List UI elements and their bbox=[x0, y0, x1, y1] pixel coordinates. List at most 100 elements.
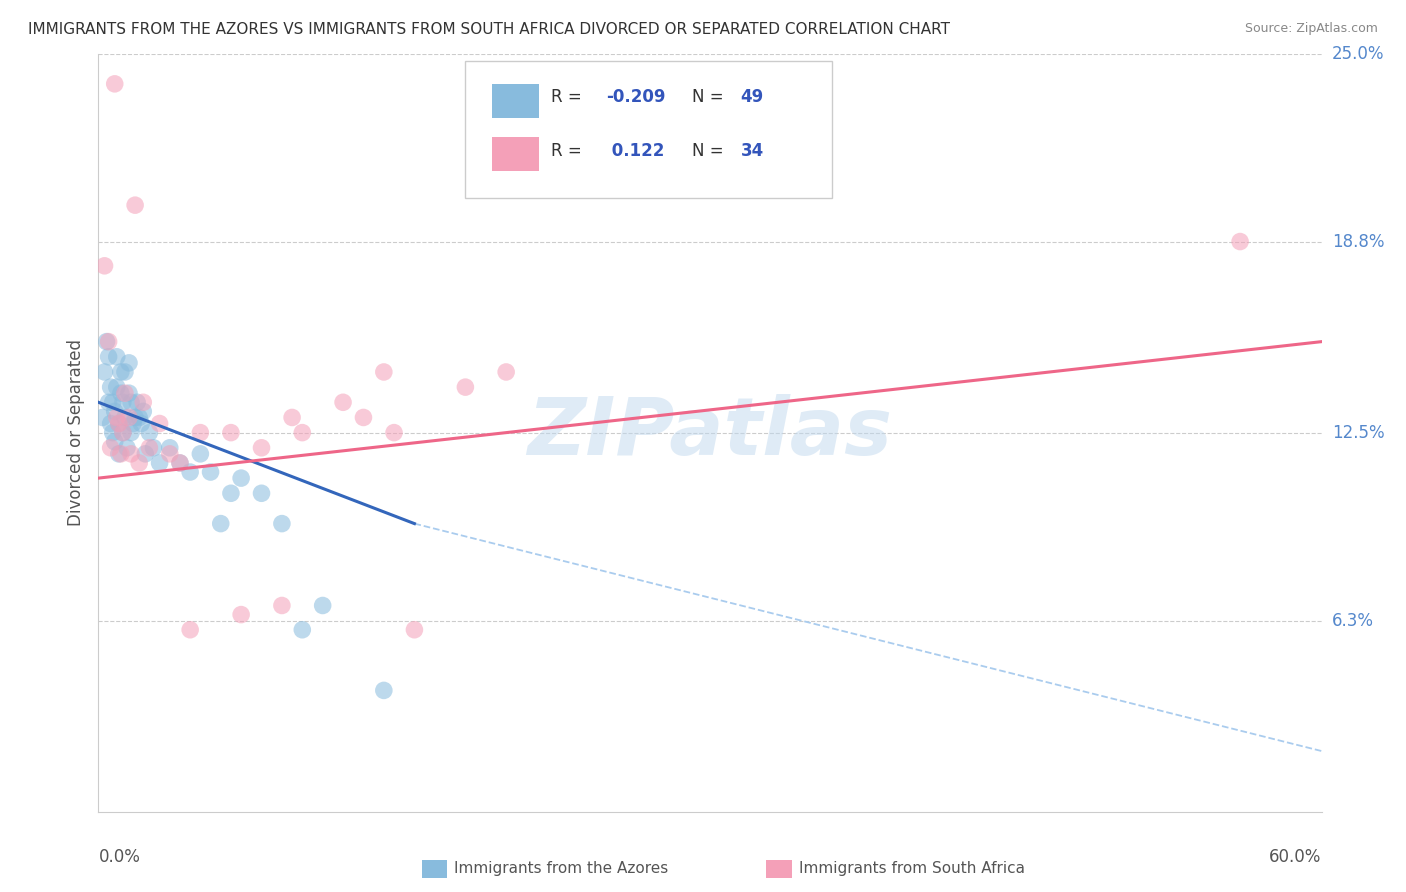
Text: Source: ZipAtlas.com: Source: ZipAtlas.com bbox=[1244, 22, 1378, 36]
Point bbox=[200, 465, 222, 479]
Point bbox=[250, 441, 273, 455]
Point bbox=[1229, 235, 1251, 249]
Point bbox=[128, 410, 150, 425]
Point bbox=[454, 380, 477, 394]
Point bbox=[91, 410, 114, 425]
Point bbox=[118, 410, 141, 425]
Text: N =: N = bbox=[692, 88, 728, 106]
Point bbox=[97, 350, 120, 364]
Point bbox=[104, 77, 127, 91]
Text: R =: R = bbox=[551, 142, 588, 160]
Point bbox=[404, 623, 426, 637]
Point bbox=[96, 334, 118, 349]
Point bbox=[231, 607, 253, 622]
Text: Immigrants from the Azores: Immigrants from the Azores bbox=[454, 862, 668, 876]
Point bbox=[124, 198, 146, 212]
Text: 0.122: 0.122 bbox=[606, 142, 665, 160]
Point bbox=[100, 417, 122, 431]
Point bbox=[159, 447, 181, 461]
Point bbox=[138, 441, 160, 455]
Text: 34: 34 bbox=[741, 142, 763, 160]
Point bbox=[128, 456, 150, 470]
Point bbox=[110, 447, 132, 461]
Bar bbox=[492, 137, 538, 171]
Point bbox=[111, 395, 134, 409]
Point bbox=[332, 395, 354, 409]
Point bbox=[111, 425, 134, 440]
Point bbox=[105, 380, 128, 394]
Point bbox=[138, 425, 160, 440]
Point bbox=[115, 441, 138, 455]
Point bbox=[142, 441, 165, 455]
Point bbox=[118, 386, 141, 401]
Point bbox=[281, 410, 304, 425]
Point bbox=[122, 417, 145, 431]
Point bbox=[97, 395, 120, 409]
Point bbox=[188, 447, 212, 461]
Text: 49: 49 bbox=[741, 88, 763, 106]
Point bbox=[382, 425, 405, 440]
Text: R =: R = bbox=[551, 88, 588, 106]
Y-axis label: Divorced or Separated: Divorced or Separated bbox=[66, 339, 84, 526]
Point bbox=[105, 350, 128, 364]
Point bbox=[132, 404, 155, 418]
Point bbox=[101, 395, 124, 409]
Point bbox=[108, 447, 131, 461]
Text: ZIPatlas: ZIPatlas bbox=[527, 393, 893, 472]
Point bbox=[105, 410, 128, 425]
Point bbox=[110, 365, 132, 379]
Bar bbox=[492, 84, 538, 118]
Text: 60.0%: 60.0% bbox=[1270, 848, 1322, 866]
Point bbox=[127, 395, 149, 409]
Point bbox=[101, 425, 124, 440]
Point bbox=[495, 365, 517, 379]
Point bbox=[188, 425, 212, 440]
Point bbox=[169, 456, 191, 470]
Point bbox=[111, 425, 134, 440]
Point bbox=[373, 365, 395, 379]
Text: IMMIGRANTS FROM THE AZORES VS IMMIGRANTS FROM SOUTH AFRICA DIVORCED OR SEPARATED: IMMIGRANTS FROM THE AZORES VS IMMIGRANTS… bbox=[28, 22, 950, 37]
Point bbox=[93, 259, 115, 273]
Point bbox=[118, 356, 141, 370]
Point bbox=[120, 425, 142, 440]
Point bbox=[179, 623, 201, 637]
Point bbox=[100, 380, 122, 394]
Point bbox=[312, 599, 335, 613]
Text: 0.0%: 0.0% bbox=[98, 848, 141, 866]
Point bbox=[108, 417, 131, 431]
Point bbox=[291, 425, 314, 440]
Text: Immigrants from South Africa: Immigrants from South Africa bbox=[799, 862, 1025, 876]
Text: -0.209: -0.209 bbox=[606, 88, 665, 106]
Point bbox=[134, 447, 156, 461]
Point bbox=[120, 447, 142, 461]
Point bbox=[270, 516, 294, 531]
FancyBboxPatch shape bbox=[465, 62, 832, 198]
Point bbox=[209, 516, 232, 531]
Point bbox=[93, 365, 115, 379]
Point bbox=[270, 599, 294, 613]
Point bbox=[124, 410, 146, 425]
Point bbox=[120, 395, 142, 409]
Point bbox=[149, 417, 172, 431]
Text: 18.8%: 18.8% bbox=[1331, 233, 1385, 251]
Point bbox=[250, 486, 273, 500]
Point bbox=[97, 334, 120, 349]
Point bbox=[129, 417, 152, 431]
Point bbox=[291, 623, 314, 637]
Text: 6.3%: 6.3% bbox=[1331, 612, 1374, 630]
Point bbox=[114, 386, 136, 401]
Point bbox=[108, 417, 131, 431]
Point bbox=[219, 425, 242, 440]
Text: 12.5%: 12.5% bbox=[1331, 424, 1385, 442]
Point bbox=[179, 465, 201, 479]
Point bbox=[114, 365, 136, 379]
Point bbox=[219, 486, 242, 500]
Point bbox=[373, 683, 395, 698]
Point bbox=[159, 441, 181, 455]
Point bbox=[149, 456, 172, 470]
Point bbox=[110, 386, 132, 401]
Point bbox=[104, 404, 127, 418]
Point bbox=[114, 410, 136, 425]
Point bbox=[132, 395, 155, 409]
Point bbox=[100, 441, 122, 455]
